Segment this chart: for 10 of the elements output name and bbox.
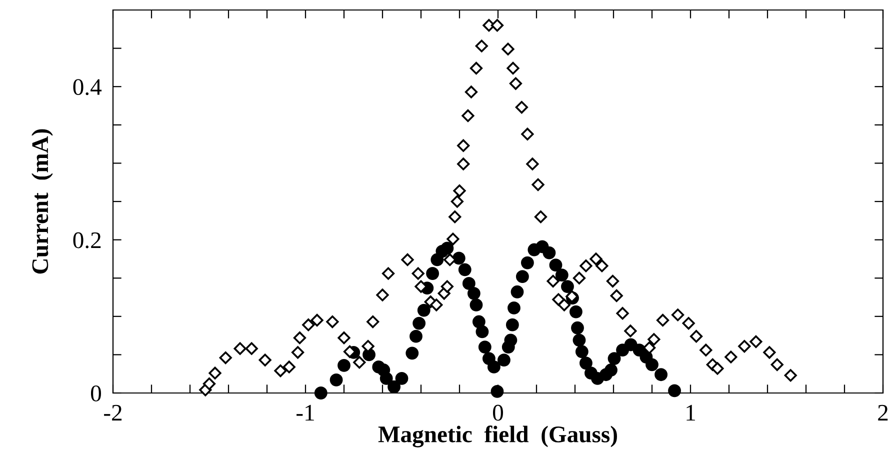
x-axis-title: Magnetic field (Gauss): [378, 426, 617, 448]
x-tick-label: 2: [878, 404, 888, 420]
x-tick-label: -2: [104, 404, 122, 420]
x-tick-label: 0: [492, 404, 504, 421]
x-tick-label: -1: [296, 404, 314, 420]
y-axis-title: Current (mA): [32, 129, 53, 274]
y-tick-label: 0.4: [73, 79, 102, 96]
y-tick-label: 0: [90, 385, 101, 402]
x-tick-label: 1: [686, 404, 695, 420]
y-tick-label: 0.2: [73, 232, 101, 248]
